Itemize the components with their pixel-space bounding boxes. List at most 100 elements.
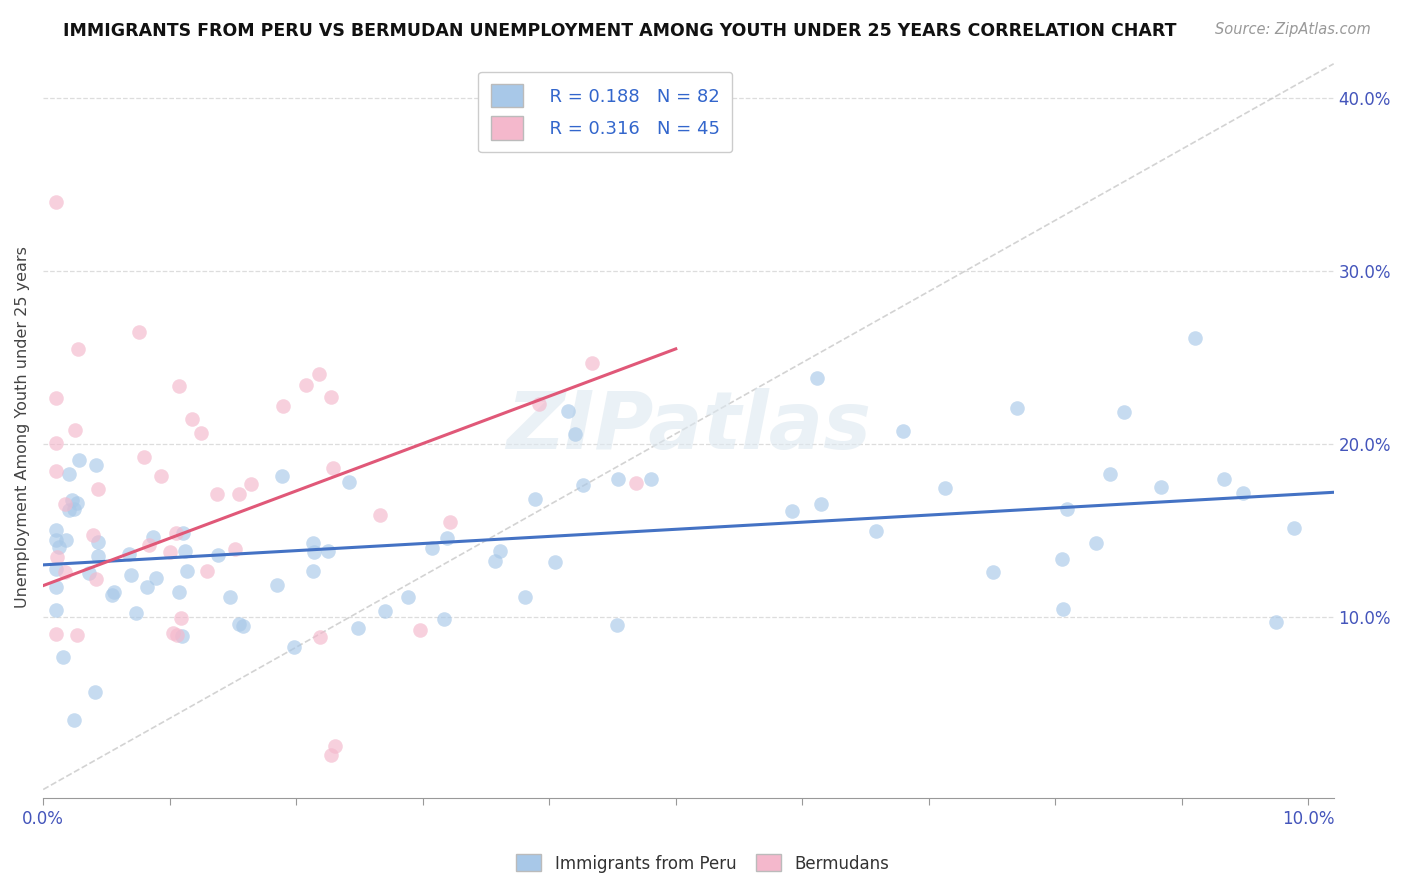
Point (436, 531, 458, 545)
Point (176, 564, 198, 578)
Point (271, 399, 294, 413)
Point (1213, 472, 1236, 486)
Point (544, 555, 567, 569)
Point (207, 548, 229, 562)
Point (52, 649, 75, 664)
Point (1052, 552, 1074, 566)
Point (87, 549, 110, 563)
Point (60, 492, 83, 507)
Point (132, 450, 155, 465)
Point (308, 367, 330, 381)
Point (118, 547, 141, 561)
Point (606, 617, 628, 632)
Point (489, 544, 512, 558)
Point (166, 628, 188, 642)
Point (67, 342, 90, 356)
Text: ZIPatlas: ZIPatlas (506, 388, 870, 466)
Point (45, 562, 67, 576)
Text: Source: ZipAtlas.com: Source: ZipAtlas.com (1215, 22, 1371, 37)
Y-axis label: Unemployment Among Youth under 25 years: Unemployment Among Youth under 25 years (15, 245, 30, 607)
Legend:   R = 0.188   N = 82,   R = 0.316   N = 45: R = 0.188 N = 82, R = 0.316 N = 45 (478, 71, 733, 153)
Point (396, 590, 419, 604)
Point (150, 469, 173, 483)
Point (159, 545, 181, 559)
Point (45, 524, 67, 538)
Point (337, 475, 360, 489)
Point (323, 739, 346, 754)
Point (433, 612, 456, 626)
Point (346, 621, 368, 635)
Point (302, 536, 325, 550)
Point (138, 538, 160, 552)
Point (58, 467, 80, 482)
Point (103, 585, 125, 599)
Point (527, 397, 550, 411)
Point (45, 194, 67, 209)
Point (62, 714, 84, 728)
Point (165, 526, 187, 541)
Point (309, 631, 332, 645)
Point (82, 528, 104, 542)
Point (63, 502, 86, 516)
Point (136, 580, 159, 594)
Point (1184, 331, 1206, 345)
Point (174, 543, 197, 558)
Point (557, 404, 579, 418)
Point (319, 390, 342, 404)
Point (195, 564, 218, 578)
Point (167, 379, 190, 393)
Point (368, 508, 391, 522)
Point (45, 580, 67, 594)
Point (865, 524, 887, 538)
Point (181, 412, 204, 426)
Point (228, 487, 250, 501)
Point (124, 606, 146, 620)
Point (45, 436, 67, 450)
Point (1084, 536, 1107, 550)
Point (581, 356, 603, 370)
Point (607, 472, 630, 486)
Point (373, 604, 395, 618)
Point (1098, 467, 1121, 481)
Point (524, 491, 547, 506)
Point (1150, 480, 1173, 494)
Point (84, 458, 107, 472)
Point (219, 590, 242, 604)
Point (1232, 486, 1254, 500)
Point (87, 535, 110, 549)
Point (239, 476, 262, 491)
Point (301, 564, 323, 578)
Point (624, 476, 647, 491)
Point (1284, 520, 1306, 534)
Point (142, 530, 165, 544)
Point (66, 496, 89, 510)
Point (981, 565, 1004, 579)
Point (780, 504, 803, 518)
Point (420, 541, 443, 555)
Point (891, 424, 914, 438)
Point (86, 482, 108, 496)
Point (45, 391, 67, 405)
Point (45, 603, 67, 617)
Point (409, 623, 432, 637)
Point (55, 497, 77, 511)
Point (283, 640, 305, 654)
Point (55, 533, 77, 548)
Point (232, 619, 254, 633)
Point (145, 571, 167, 585)
Point (172, 526, 194, 541)
Legend: Immigrants from Peru, Bermudans: Immigrants from Peru, Bermudans (510, 847, 896, 880)
Point (270, 469, 292, 483)
Point (304, 545, 326, 559)
Point (316, 544, 339, 558)
Point (564, 427, 586, 442)
Point (1114, 405, 1136, 419)
Point (48, 540, 70, 554)
Point (65, 423, 87, 437)
Point (45, 627, 67, 641)
Point (67, 453, 90, 467)
Point (205, 487, 228, 501)
Point (806, 370, 828, 384)
Point (170, 629, 193, 643)
Point (484, 554, 506, 568)
